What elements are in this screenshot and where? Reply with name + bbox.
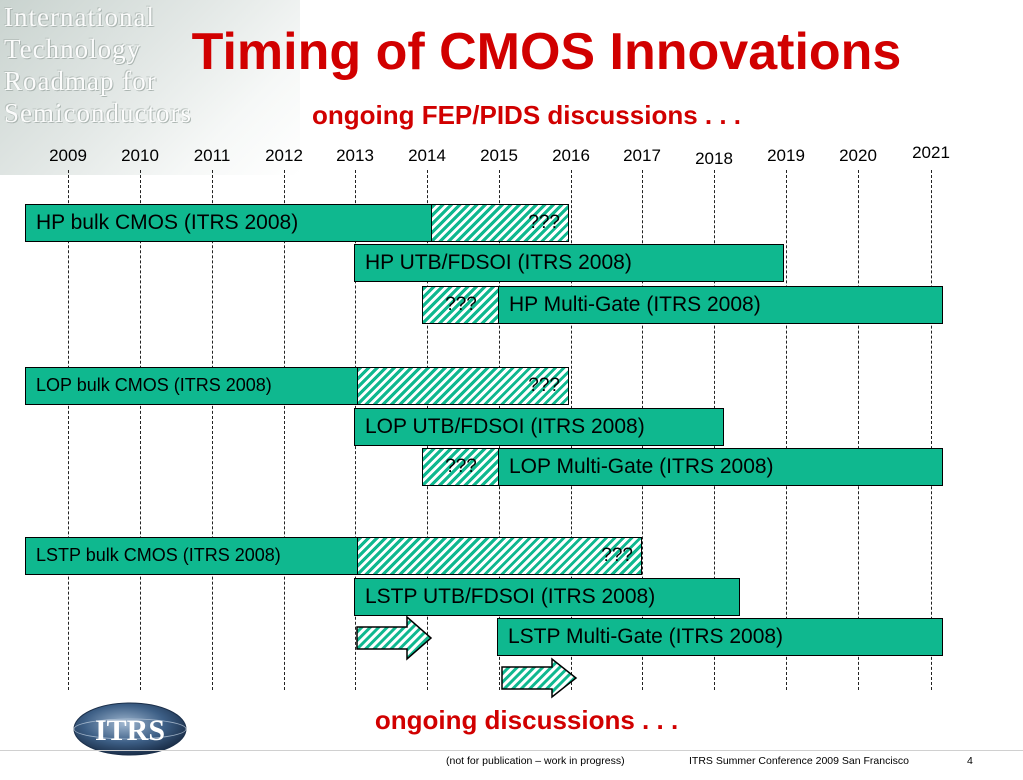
- page-title: Timing of CMOS Innovations: [191, 23, 902, 81]
- lop-multigate-uncertain-bar: ???: [422, 448, 500, 486]
- lop-bulk-uncertain-bar: ???: [357, 367, 569, 405]
- lstp-multigate-bar: LSTP Multi-Gate (ITRS 2008): [497, 618, 943, 656]
- hp-bulk-uncertain-bar: ???: [431, 204, 569, 242]
- hp-utb-fdsoi-bar: HP UTB/FDSOI (ITRS 2008): [354, 244, 784, 282]
- page-subtitle: ongoing FEP/PIDS discussions . . .: [311, 100, 742, 130]
- year-label: 2012: [265, 146, 303, 165]
- year-label: 2011: [193, 146, 231, 165]
- year-label: 2013: [336, 146, 374, 165]
- watermark-line: International: [4, 2, 155, 32]
- year-label: 2009: [49, 146, 87, 165]
- year-label: 2016: [552, 146, 590, 165]
- lstp-bulk-cmos-bar: LSTP bulk CMOS (ITRS 2008): [25, 537, 359, 575]
- footer-divider: [0, 750, 1023, 751]
- footer-note: (not for publication – work in progress): [446, 755, 625, 767]
- page-number: 4: [967, 755, 973, 767]
- year-label: 2020: [839, 146, 877, 165]
- lop-utb-fdsoi-bar: LOP UTB/FDSOI (ITRS 2008): [354, 408, 724, 446]
- itrs-logo: ITRS: [73, 702, 187, 756]
- lstp-utb-extension-arrow: [356, 615, 433, 661]
- watermark-logo: International Technology Roadmap for Sem…: [0, 0, 300, 175]
- lstp-multigate-extension-arrow: [501, 657, 578, 699]
- watermark-line: Semiconductors: [4, 98, 192, 128]
- year-label: 2015: [480, 146, 518, 165]
- year-gridline: [786, 170, 787, 690]
- year-gridline: [140, 170, 141, 690]
- year-label: 2019: [767, 146, 805, 165]
- year-label: 2021: [912, 143, 950, 162]
- watermark-line: Technology: [4, 34, 142, 64]
- ongoing-discussions-text: ongoing discussions . . .: [374, 705, 679, 735]
- hp-bulk-cmos-bar: HP bulk CMOS (ITRS 2008): [25, 204, 433, 242]
- year-gridline: [858, 170, 859, 690]
- lop-bulk-cmos-bar: LOP bulk CMOS (ITRS 2008): [25, 367, 359, 405]
- watermark-line: Roadmap for: [4, 66, 157, 96]
- lop-multigate-bar: LOP Multi-Gate (ITRS 2008): [498, 448, 943, 486]
- year-label: 2014: [408, 146, 446, 165]
- year-gridline: [931, 170, 932, 690]
- year-label: 2017: [623, 146, 661, 165]
- year-gridline: [68, 170, 69, 690]
- year-gridline: [212, 170, 213, 690]
- hp-multigate-bar: HP Multi-Gate (ITRS 2008): [498, 286, 943, 324]
- year-label: 2010: [121, 146, 159, 165]
- hp-multigate-uncertain-bar: ???: [422, 286, 500, 324]
- year-gridline: [284, 170, 285, 690]
- lstp-utb-fdsoi-bar: LSTP UTB/FDSOI (ITRS 2008): [354, 578, 740, 616]
- footer-conference: ITRS Summer Conference 2009 San Francisc…: [689, 755, 910, 767]
- logo-text: ITRS: [95, 714, 165, 747]
- lstp-bulk-uncertain-bar: ???: [357, 537, 642, 575]
- year-label: 2018: [695, 149, 733, 168]
